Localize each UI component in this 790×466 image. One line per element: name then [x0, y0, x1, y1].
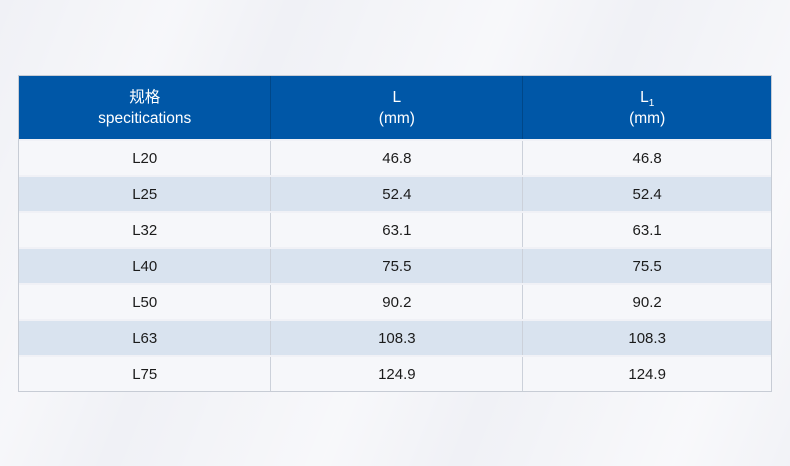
spec-cell: L25: [19, 175, 271, 212]
header-l1-unit: (mm): [629, 109, 666, 127]
table-header: 规格 specitications L (mm) L1 (mm): [19, 76, 771, 140]
table-row: L75 124.9 124.9: [19, 355, 771, 391]
header-cell-l: L (mm): [270, 76, 523, 140]
table-body: L20 46.8 46.8 L25 52.4 52.4 L32 63.1 63.1 L40 75.5…: [19, 139, 771, 391]
l-cell: 124.9: [270, 355, 523, 391]
table-row: L20 46.8 46.8: [19, 139, 771, 176]
l1-cell: 108.3: [522, 319, 771, 356]
header-l-unit: (mm): [378, 109, 415, 127]
table-row: L32 63.1 63.1: [19, 211, 771, 248]
table-row: L50 90.2 90.2: [19, 283, 771, 320]
header-row: 规格 specitications L (mm) L1 (mm): [19, 76, 771, 140]
l-cell: 75.5: [270, 247, 523, 284]
l-cell: 108.3: [270, 319, 523, 356]
header-l1-symbol: L1: [640, 88, 655, 109]
l-cell: 46.8: [270, 139, 523, 176]
l1-cell: 52.4: [522, 175, 771, 212]
l-cell: 63.1: [270, 211, 523, 248]
header-l-symbol: L: [392, 88, 402, 106]
header-cell-spec: 规格 specitications: [19, 76, 271, 140]
spec-cell: L63: [19, 319, 271, 356]
header-cell-l1: L1 (mm): [522, 76, 771, 140]
spec-cell: L75: [19, 355, 271, 391]
l1-cell: 90.2: [522, 283, 771, 320]
l1-cell: 124.9: [522, 355, 771, 391]
l1-cell: 63.1: [522, 211, 771, 248]
header-l1-subscript: 1: [648, 97, 655, 109]
spec-cell: L50: [19, 283, 271, 320]
l-cell: 90.2: [270, 283, 523, 320]
spec-table: 规格 specitications L (mm) L1 (mm) L20 46.8…: [18, 75, 772, 392]
table-row: L40 75.5 75.5: [19, 247, 771, 284]
table-row: L25 52.4 52.4: [19, 175, 771, 212]
l1-cell: 46.8: [522, 139, 771, 176]
spec-cell: L32: [19, 211, 271, 248]
l-cell: 52.4: [270, 175, 523, 212]
spec-cell: L20: [19, 139, 271, 176]
header-spec-cn: 规格: [129, 88, 161, 106]
l1-cell: 75.5: [522, 247, 771, 284]
spec-cell: L40: [19, 247, 271, 284]
header-spec-en: specitications: [98, 109, 192, 127]
table-row: L63 108.3 108.3: [19, 319, 771, 356]
